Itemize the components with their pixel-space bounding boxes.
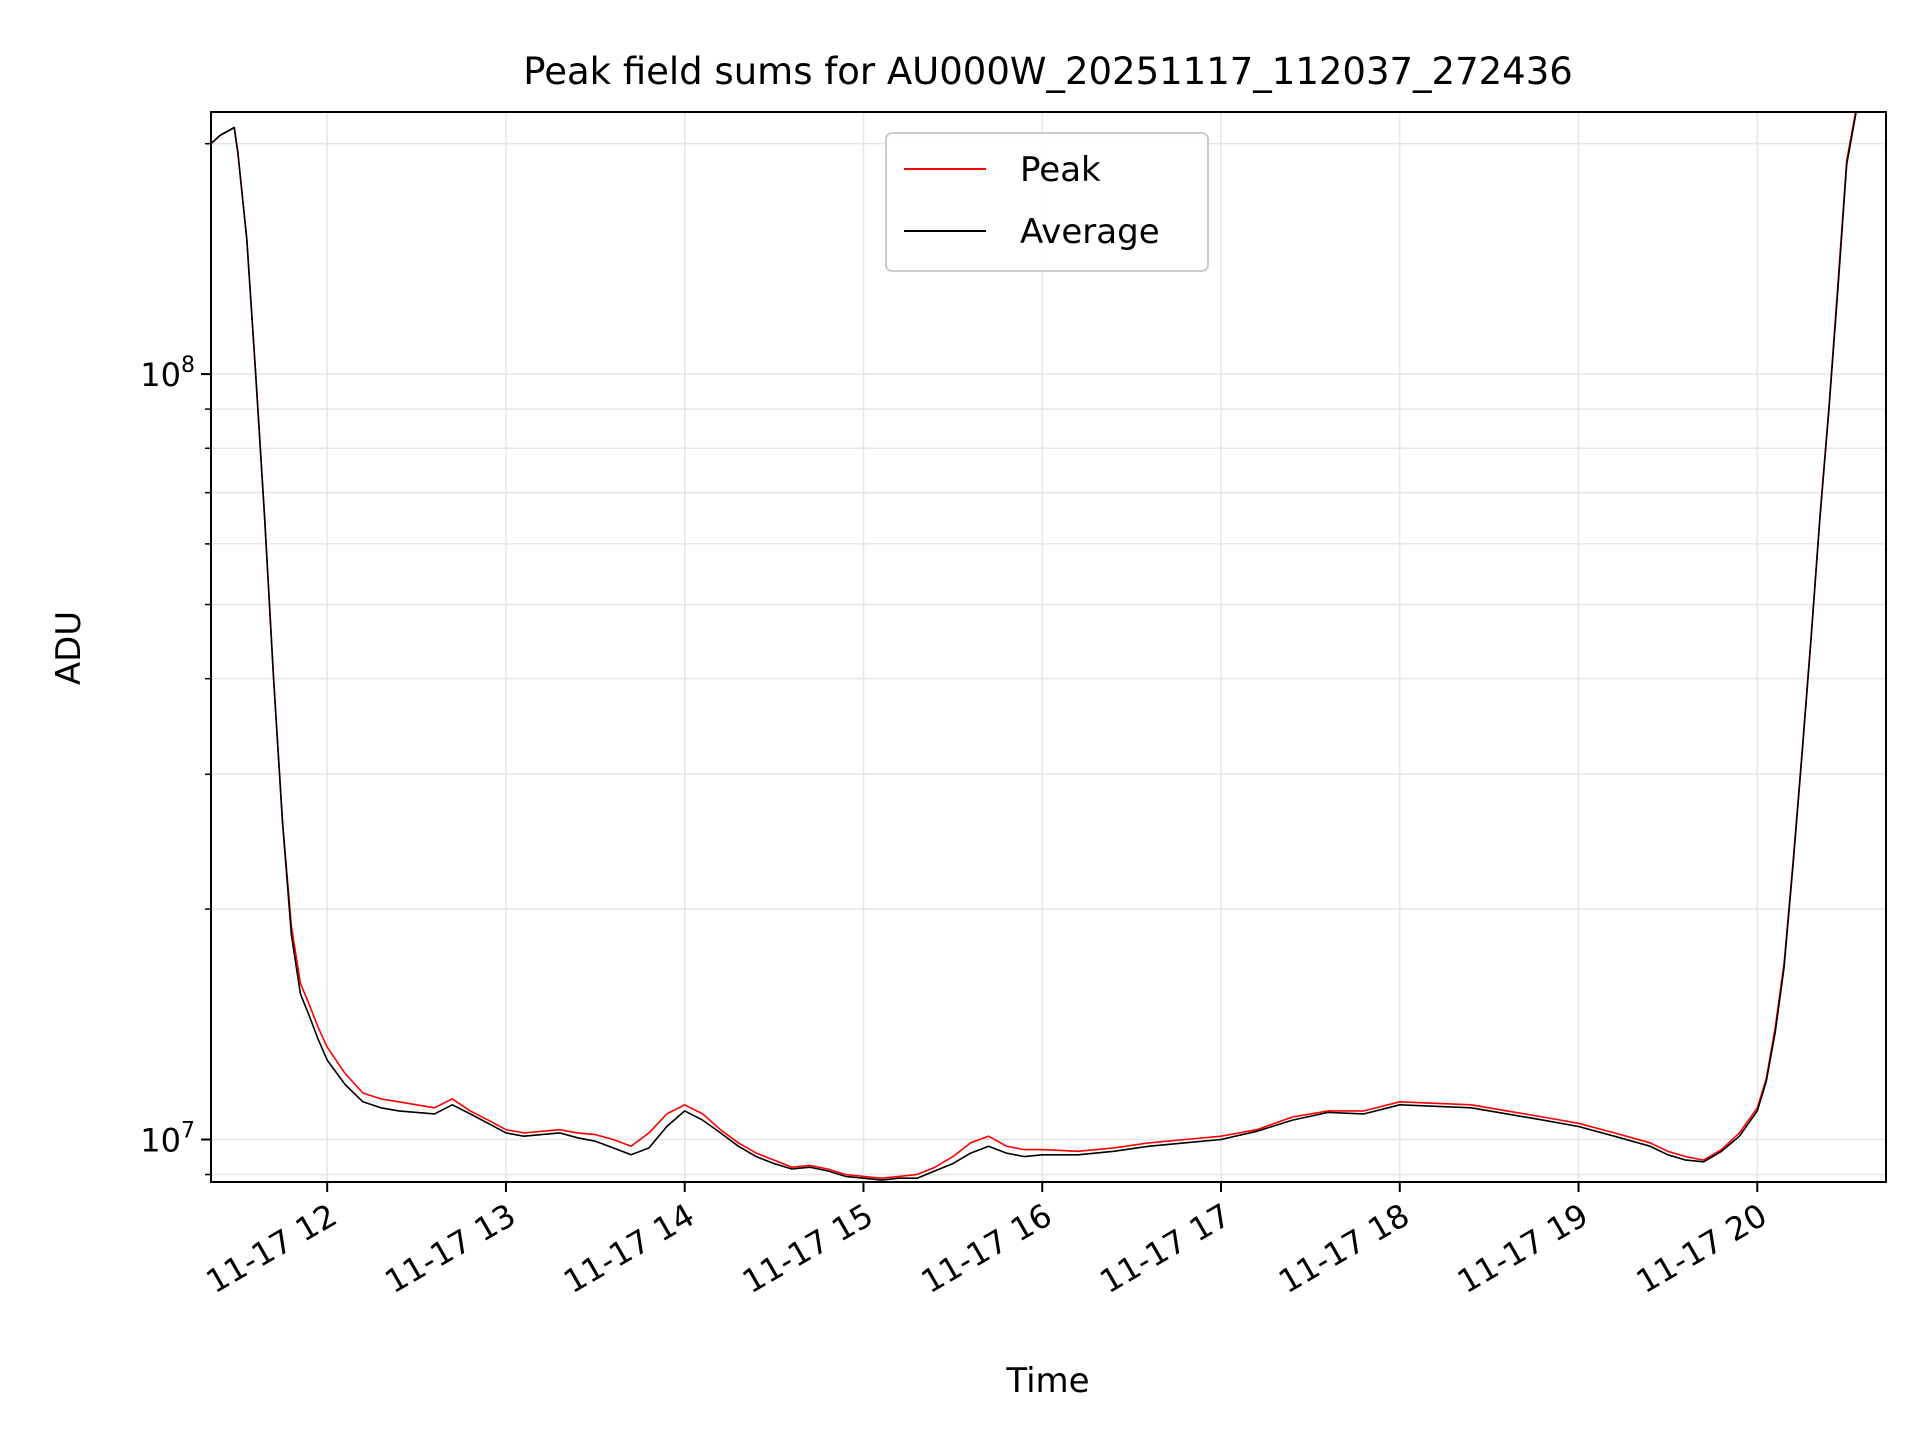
legend-label-average: Average (1020, 212, 1160, 252)
y-tick-label-base: 10 (140, 356, 181, 394)
y-tick-label: 108 (140, 353, 195, 394)
chart-title: Peak field sums for AU000W_20251117_1120… (523, 50, 1573, 93)
y-axis-label: ADU (49, 611, 89, 685)
legend-box (885, 132, 1209, 272)
x-axis-label: Time (1005, 1361, 1089, 1401)
y-tick-label: 107 (140, 1119, 195, 1160)
legend: Peak Average (885, 132, 1209, 272)
legend-label-peak: Peak (1020, 150, 1101, 190)
plot-area: 11-17 12 11-17 13 11-17 14 11-17 15 11-17 16… (140, 111, 1887, 1301)
y-tick-label-base: 10 (140, 1122, 181, 1160)
plot-background (211, 112, 1886, 1182)
y-tick-label-exponent: 8 (181, 353, 195, 378)
series-line-average (211, 112, 1858, 1181)
series-layer (211, 112, 1858, 1181)
series-line-peak (211, 112, 1857, 1179)
axes-frame (210, 111, 1887, 1183)
y-tick-label-exponent: 7 (181, 1119, 195, 1144)
